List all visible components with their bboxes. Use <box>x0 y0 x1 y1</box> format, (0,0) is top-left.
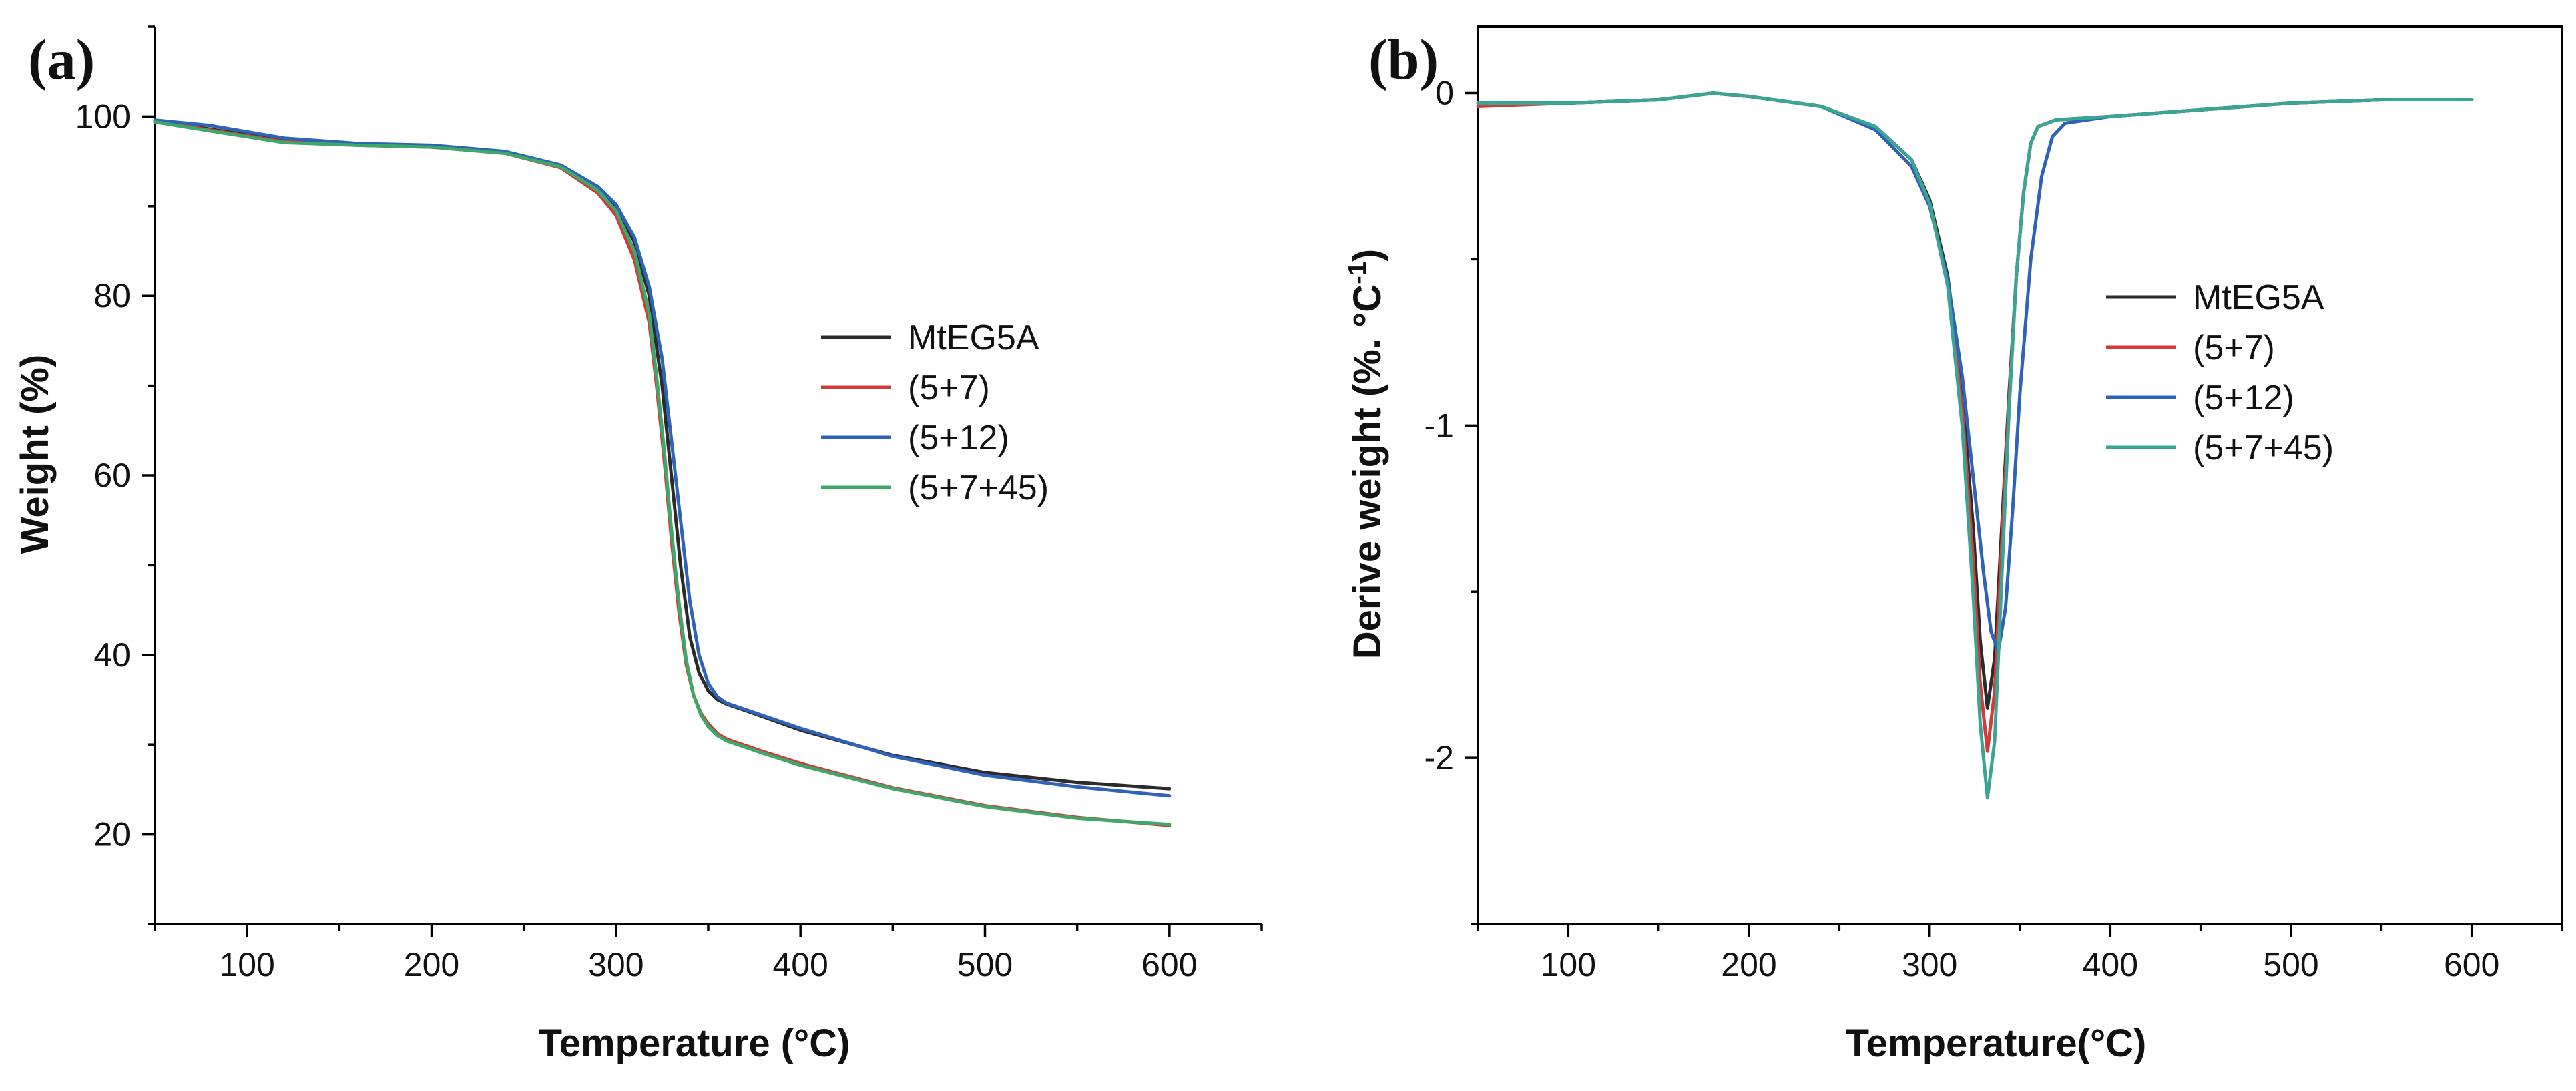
legend-label-a: (5+12) <box>908 419 1009 457</box>
legend-label-a: (5+7) <box>908 369 990 407</box>
x-tick-label-a: 100 <box>219 946 274 984</box>
plot-frame-b <box>1477 25 2563 925</box>
legend-label-b: (5+7+45) <box>2193 429 2334 467</box>
y-axis-title-b-main: Derive weight (%. °C <box>1346 284 1389 659</box>
y-tick-label-a: 40 <box>93 636 131 674</box>
panel-a: (a) Weight (%) Temperature (°C) 100 200 30… <box>13 25 1263 1065</box>
legend-label-b: (5+12) <box>2193 379 2294 417</box>
y-tick-label-b: -2 <box>1425 739 1454 777</box>
legend-label-b: MtEG5A <box>2193 278 2324 317</box>
y-tick-label-a: 60 <box>93 457 131 494</box>
x-axis-title-b: Temperature(°C) <box>1846 1022 2147 1065</box>
plot-area-b: 100 200 300 400 500 600 0 -1 -2 MtEG5A (5+7) (5+12)… <box>1425 25 2563 984</box>
x-tick-label-a: 500 <box>957 946 1013 984</box>
x-tick-label-a: 200 <box>404 946 459 984</box>
y-tick-label-a: 100 <box>75 97 131 135</box>
y-axis-title-b-superscript: -1 <box>1344 262 1372 284</box>
panel-label-b: (b) <box>1368 27 1439 91</box>
panel-b: (b) Derive weight (%. °C-1) Temperature(… <box>1344 25 2563 1065</box>
y-tick-label-a: 80 <box>93 277 131 314</box>
y-tick-label-b: 0 <box>1435 75 1454 112</box>
x-tick-label-b: 100 <box>1541 946 1596 984</box>
x-tick-label-a: 300 <box>588 946 643 984</box>
x-axis-title-a: Temperature (°C) <box>539 1022 850 1065</box>
legend-label-a: MtEG5A <box>908 318 1039 357</box>
x-tick-label-a: 600 <box>1141 946 1197 984</box>
y-tick-label-a: 20 <box>93 816 131 853</box>
x-tick-label-b: 300 <box>1902 946 1957 984</box>
x-tick-label-a: 400 <box>772 946 828 984</box>
series-line-b-4 <box>1476 91 2474 800</box>
x-tick-label-b: 400 <box>2083 946 2138 984</box>
legend-label-a: (5+7+45) <box>908 469 1049 507</box>
plot-area-a: 100 200 300 400 500 600 20 40 60 80 100 MtEG5A (5+7)… <box>75 25 1263 984</box>
y-axis-title-b: Derive weight (%. °C-1) <box>1344 249 1389 660</box>
x-tick-label-b: 200 <box>1721 946 1776 984</box>
series-line-a-4 <box>153 120 1172 827</box>
x-tick-label-b: 500 <box>2263 946 2318 984</box>
y-tick-label-b: -1 <box>1425 407 1454 444</box>
panel-label-a: (a) <box>28 27 95 91</box>
y-axis-title-a: Weight (%) <box>13 355 57 554</box>
legend-label-b: (5+7) <box>2193 329 2275 367</box>
x-tick-label-b: 600 <box>2444 946 2499 984</box>
y-axis-title-b-end: ) <box>1346 249 1389 262</box>
series-line-a-3 <box>153 118 1172 798</box>
